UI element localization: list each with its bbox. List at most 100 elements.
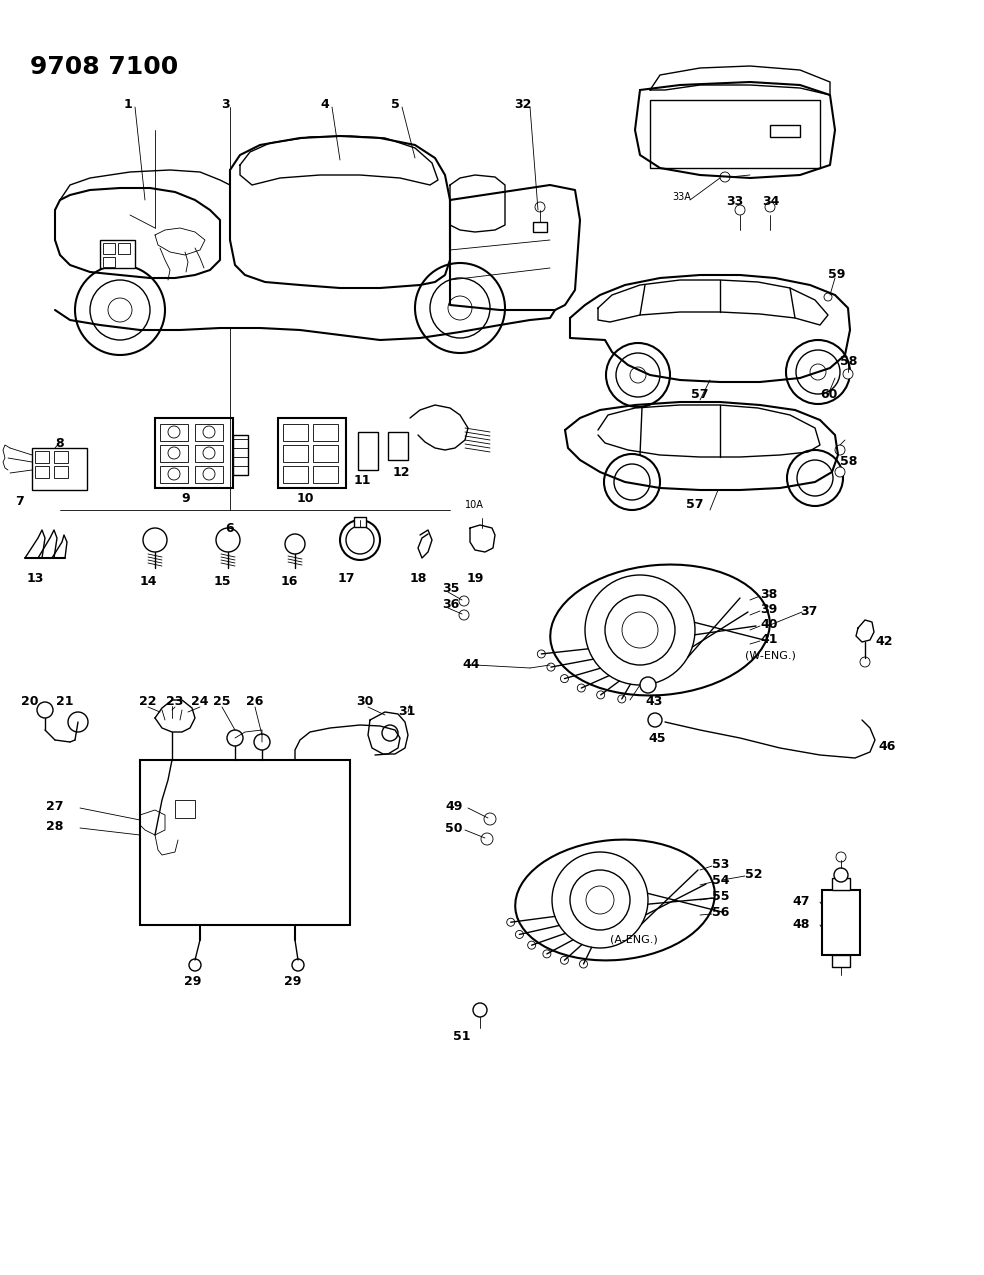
Circle shape [720,172,730,182]
Circle shape [216,528,240,552]
Text: 50: 50 [445,822,462,835]
Text: 17: 17 [338,572,355,585]
Bar [832,878,850,890]
Circle shape [787,450,843,506]
Text: 37: 37 [800,606,818,618]
Circle shape [346,527,374,555]
Text: 29: 29 [284,975,302,988]
Bar [354,516,366,527]
Circle shape [473,1003,487,1017]
Text: 36: 36 [442,598,460,611]
Text: 16: 16 [280,575,298,588]
Bar [100,240,135,268]
Circle shape [527,941,535,949]
Text: 23: 23 [166,695,184,708]
Circle shape [75,265,165,354]
Circle shape [614,464,650,500]
Text: 44: 44 [462,658,479,671]
Circle shape [640,677,656,694]
Text: 40: 40 [760,618,777,631]
Text: (A-ENG.): (A-ENG.) [610,935,657,945]
Bar [832,955,850,966]
Circle shape [254,734,270,750]
Text: 46: 46 [878,740,895,754]
Circle shape [168,448,180,459]
Text: 19: 19 [466,572,484,585]
Text: 34: 34 [762,195,779,208]
Circle shape [459,609,469,620]
Text: 4: 4 [321,98,330,111]
Text: 12: 12 [393,465,410,479]
Circle shape [189,959,201,972]
Bar [822,890,860,955]
Circle shape [596,691,604,699]
Text: 27: 27 [46,799,64,813]
Text: 58: 58 [840,455,857,468]
Bar [175,799,195,819]
Text: 56: 56 [712,907,729,919]
Bar [283,465,308,483]
Bar [358,432,378,470]
Circle shape [430,278,490,338]
Bar [160,425,188,441]
Circle shape [68,711,88,732]
Circle shape [586,886,614,914]
Circle shape [203,468,215,479]
Bar [313,465,338,483]
Bar [35,451,49,463]
Circle shape [630,367,646,382]
Text: 7: 7 [16,495,25,507]
Circle shape [203,448,215,459]
Circle shape [227,731,243,746]
Text: 1: 1 [124,98,133,111]
Text: 42: 42 [875,635,892,648]
Circle shape [168,426,180,439]
Bar [195,445,223,462]
Circle shape [648,713,662,727]
Text: 48: 48 [792,918,810,931]
Bar [32,448,87,490]
Circle shape [797,460,833,496]
Bar [313,425,338,441]
Text: 21: 21 [56,695,74,708]
Text: 13: 13 [27,572,43,585]
Text: 33A: 33A [672,193,691,201]
Text: 9708 7100: 9708 7100 [30,55,178,79]
Circle shape [765,201,775,212]
Text: 3: 3 [220,98,229,111]
Text: 22: 22 [140,695,156,708]
Circle shape [735,205,745,215]
Circle shape [340,520,380,560]
Text: 41: 41 [760,632,777,646]
Circle shape [507,918,515,926]
Text: 45: 45 [648,732,665,745]
Bar [233,435,248,476]
Circle shape [535,201,545,212]
Text: 10: 10 [296,492,314,505]
Circle shape [561,674,569,682]
Text: 25: 25 [214,695,231,708]
Bar [118,244,130,254]
Circle shape [292,959,304,972]
Text: 43: 43 [645,695,662,708]
Circle shape [448,296,472,320]
Circle shape [143,528,167,552]
Circle shape [108,298,132,323]
Bar [388,432,408,460]
Circle shape [537,650,545,658]
Text: 10A: 10A [465,500,484,510]
Bar [283,425,308,441]
Circle shape [459,595,469,606]
Bar [54,451,68,463]
Text: 49: 49 [445,799,462,813]
Circle shape [203,426,215,439]
Text: 59: 59 [828,268,845,280]
Circle shape [835,445,845,455]
Bar [650,99,820,168]
Text: 14: 14 [140,575,156,588]
Text: 54: 54 [712,873,729,887]
Bar [278,418,346,488]
Circle shape [824,293,832,301]
Bar [103,258,115,266]
Circle shape [484,813,496,825]
